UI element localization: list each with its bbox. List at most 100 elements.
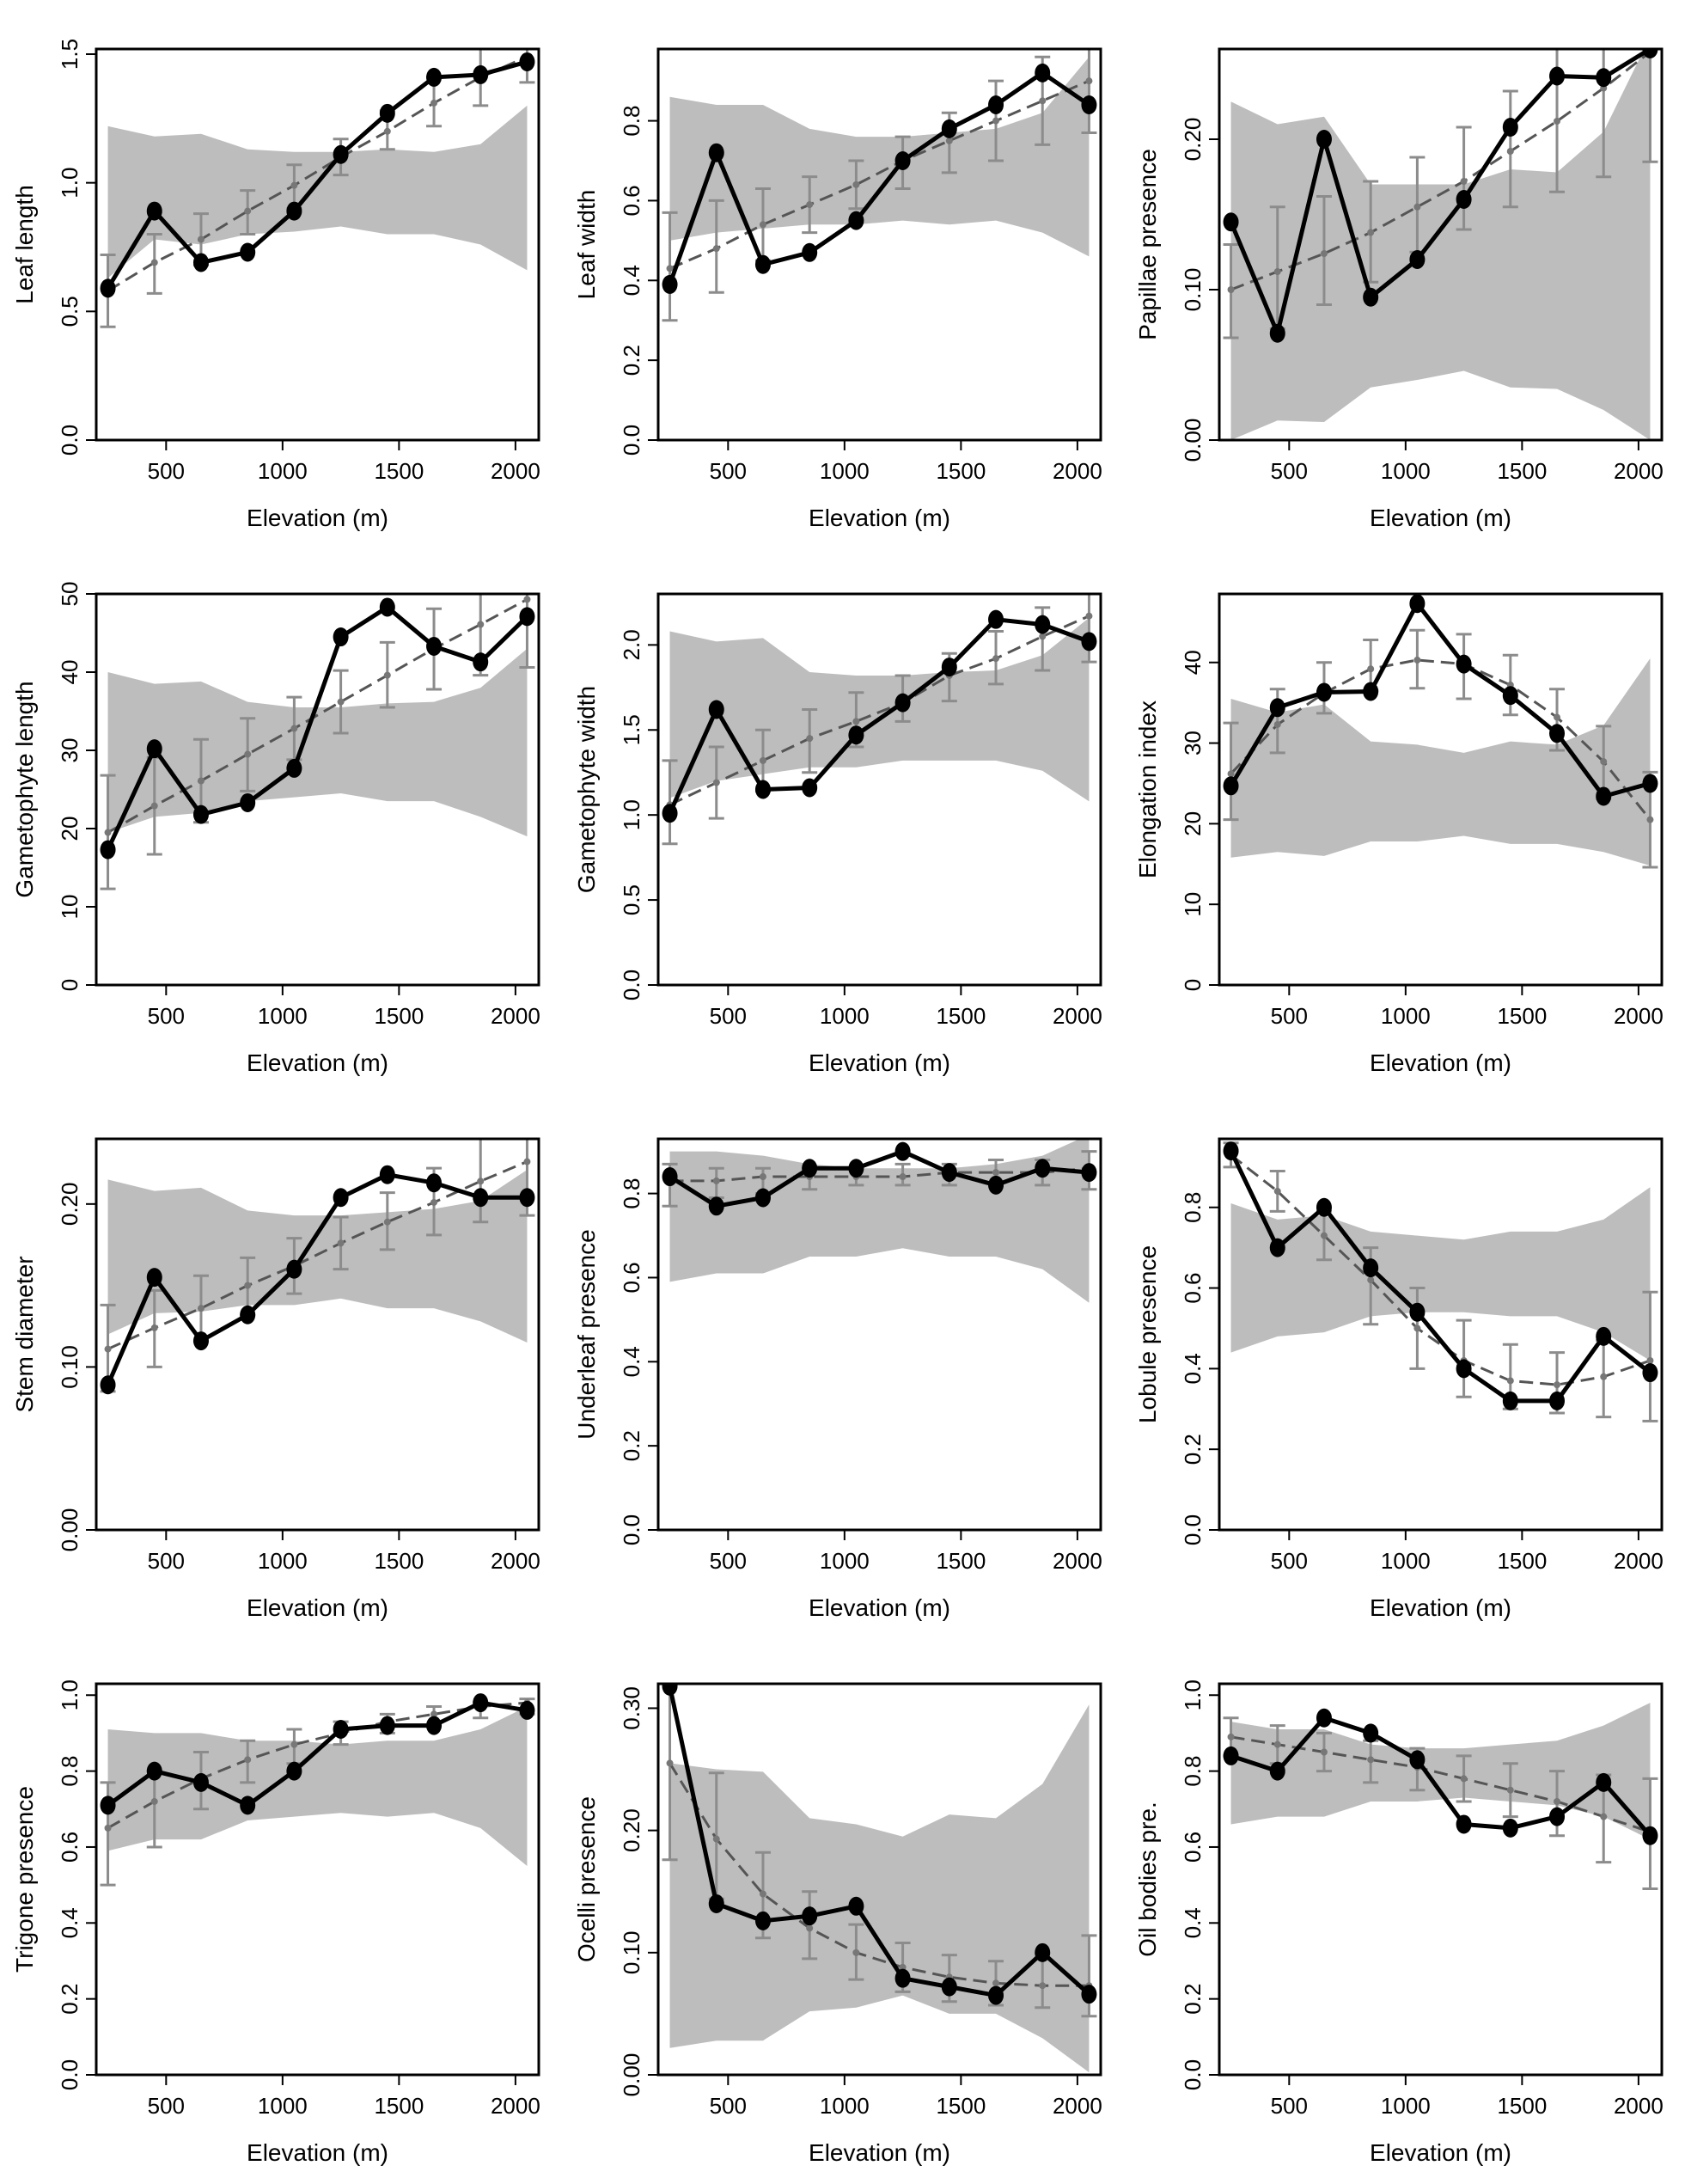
predicted-point <box>430 1198 438 1206</box>
observed-point <box>1363 682 1379 701</box>
null-model-band <box>669 1704 1090 2073</box>
y-axis-title: Gametophyte width <box>573 686 600 893</box>
x-tick-label: 500 <box>148 1003 185 1029</box>
observed-point <box>426 1173 443 1193</box>
observed-point <box>473 1188 489 1208</box>
predicted-point <box>244 1756 252 1764</box>
series-predicted-line <box>669 1762 1090 1987</box>
observed-point <box>146 739 162 759</box>
y-tick-label: 0.2 <box>619 345 644 376</box>
x-tick-label: 1000 <box>1381 1548 1431 1574</box>
series-observed-line <box>668 1685 1091 1998</box>
observed-point <box>426 1716 443 1735</box>
x-tick-label: 1000 <box>820 1548 870 1574</box>
plot-frame <box>656 592 1102 987</box>
plot-area <box>100 1693 535 1887</box>
plot-area <box>662 49 1097 322</box>
predicted-point <box>945 137 953 144</box>
x-axis-title: Elevation (m) <box>809 1594 950 1621</box>
panel-ocelli-presence: 500 1000 1500 2000 0.00 0.10 0.20 0.30 Elevation… <box>562 1635 1124 2180</box>
x-tick-label: 1500 <box>1497 458 1547 484</box>
observed-point <box>333 1188 349 1208</box>
observed-point <box>146 201 162 221</box>
observed-point <box>1081 632 1097 652</box>
panel-svg: 500 1000 1500 2000 0.0 0.2 0.4 0.6 0.8 Elevation … <box>573 1137 1102 1621</box>
predicted-point <box>430 99 438 107</box>
predicted-point <box>150 259 158 266</box>
predicted-point <box>1085 612 1093 620</box>
observed-point <box>333 1720 349 1740</box>
x-tick-label: 2000 <box>1614 1548 1664 1574</box>
observed-point <box>802 242 818 262</box>
y-tick-label: 40 <box>1180 650 1206 675</box>
y-tick-label: 0.6 <box>1180 1832 1206 1863</box>
observed-point <box>1502 1391 1518 1410</box>
y-tick-label: 0.0 <box>1180 1514 1206 1545</box>
y-axis-title: Underleaf presence <box>573 1229 600 1439</box>
x-axis-title: Elevation (m) <box>809 1049 950 1076</box>
plot-frame <box>1218 1137 1664 1532</box>
observed-point <box>192 804 209 824</box>
plot-frame <box>95 47 540 442</box>
observed-point <box>1223 776 1239 796</box>
x-axis-title: Elevation (m) <box>809 2139 950 2166</box>
predicted-point <box>104 829 112 836</box>
panel-papillae-presence: 500 1000 1500 2000 0.00 0.10 0.20 Elevation (m)… <box>1123 0 1685 545</box>
observed-point <box>519 1188 535 1208</box>
series-observed-line <box>669 1149 1090 1208</box>
x-tick-label: 2000 <box>1053 1003 1102 1029</box>
x-tick-label: 1500 <box>374 2093 424 2119</box>
observed-point <box>894 1141 911 1161</box>
predicted-point <box>1273 1187 1281 1195</box>
y-tick-label: 0.2 <box>57 1984 82 2015</box>
observed-point <box>473 652 489 672</box>
y-tick-label: 0.2 <box>1180 1984 1206 2015</box>
observed-point <box>286 758 302 778</box>
observed-point <box>802 1159 818 1178</box>
series-predicted-line <box>669 1166 1090 1183</box>
y-tick-label: 1.5 <box>57 39 82 70</box>
predicted-point <box>1273 1740 1281 1748</box>
plot-area <box>100 594 535 890</box>
predicted-point <box>1367 1276 1375 1284</box>
observed-point <box>1549 1807 1566 1826</box>
observed-point <box>1363 287 1379 307</box>
series-predicted-line <box>107 1701 528 1830</box>
predicted-point <box>290 725 298 732</box>
y-tick-label: 0 <box>1180 979 1206 991</box>
y-tick-label: 0.4 <box>1180 1907 1206 1938</box>
x-tick-label: 1500 <box>374 1548 424 1574</box>
plot-frame <box>1218 47 1664 442</box>
observed-point <box>1316 1708 1332 1728</box>
predicted-point <box>150 1797 158 1805</box>
y-tick-label: 2.0 <box>619 629 644 660</box>
y-tick-label: 20 <box>57 817 82 841</box>
x-tick-label: 1500 <box>374 1003 424 1029</box>
panel-leaf-length: 500 1000 1500 2000 0.0 0.5 1.0 1.5 Elevation (m)… <box>0 0 562 545</box>
y-tick-label: 0.10 <box>57 1345 82 1389</box>
x-tick-label: 2000 <box>491 1548 540 1574</box>
predicted-point <box>1600 758 1608 766</box>
predicted-point <box>712 779 720 786</box>
y-tick-label: 30 <box>1180 731 1206 756</box>
x-tick-label: 2000 <box>1053 2093 1102 2119</box>
observed-point <box>286 201 302 221</box>
plot-frame <box>95 1682 540 2077</box>
observed-point <box>894 151 911 170</box>
x-axis-title: Elevation (m) <box>1370 2139 1511 2166</box>
predicted-point <box>712 1835 720 1843</box>
predicted-point <box>523 596 531 603</box>
panel-svg: 500 1000 1500 2000 0.0 0.2 0.4 0.6 0.8 Elevation … <box>1134 1137 1664 1621</box>
observed-point <box>708 700 724 719</box>
y-tick-label: 50 <box>57 582 82 607</box>
panel-svg: 500 1000 1500 2000 0.0 0.2 0.4 0.6 0.8 1.0 Elevati… <box>11 1679 540 2166</box>
observed-point <box>941 1163 957 1183</box>
predicted-point <box>1460 1775 1468 1783</box>
observed-point <box>379 1716 395 1735</box>
y-tick-label: 30 <box>57 738 82 763</box>
observed-point <box>519 1700 535 1720</box>
observed-point <box>1316 1197 1332 1217</box>
series-predicted-line <box>1230 658 1651 821</box>
observed-point <box>754 1188 771 1208</box>
